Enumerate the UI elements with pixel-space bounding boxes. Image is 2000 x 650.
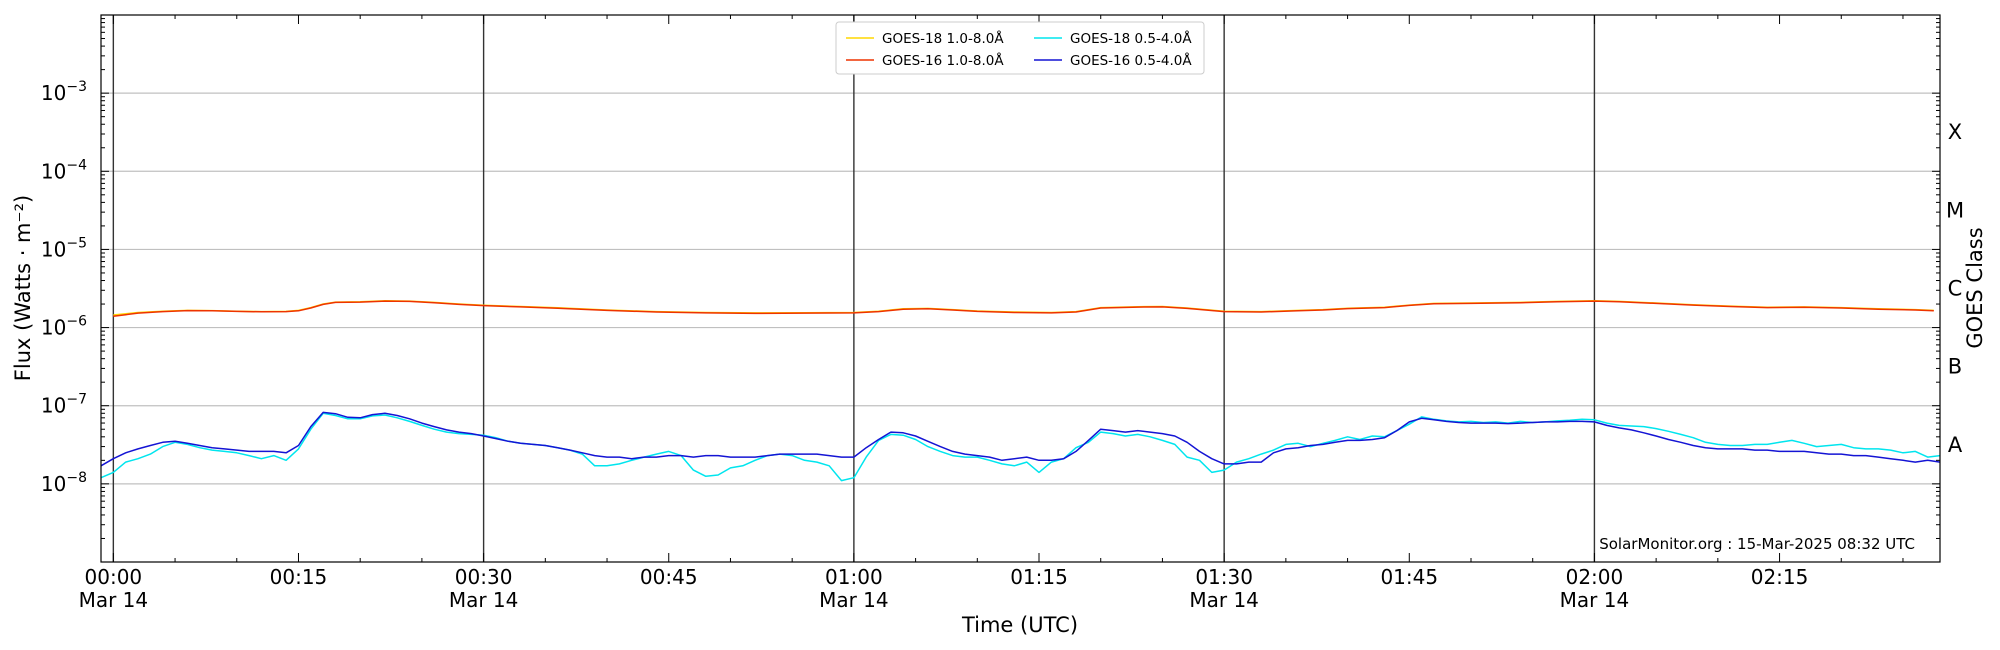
legend: GOES-18 1.0-8.0Å GOES-16 1.0-8.0Å GOES-18 … (835, 21, 1205, 75)
x-tick-date-6: Mar 14 (1189, 588, 1259, 612)
goes-class-b: B (1948, 355, 1962, 379)
plot-background (101, 15, 1940, 562)
x-tick-date-0: Mar 14 (79, 588, 149, 612)
plot-frame (100, 14, 1941, 563)
x-tick-label-5: 01:15 (1010, 565, 1068, 589)
footer-credit: SolarMonitor.org : 15-Mar-2025 08:32 UTC (1599, 535, 1915, 553)
y-tick-label-0: 10−3 (41, 79, 87, 105)
y-tick-label-2: 10−5 (41, 235, 87, 261)
x-axis-title: Time (UTC) (961, 613, 1078, 637)
goes-class-a: A (1948, 433, 1963, 457)
y-axis-title: Flux (Watts · m⁻²) (11, 195, 35, 381)
series-line-goes-16-0-5-4-0 (100, 411, 1941, 467)
legend-label-2: GOES-18 0.5-4.0Å (1070, 30, 1192, 47)
goes-class-title: GOES Class (1963, 227, 1987, 348)
series-line-goes-18-0-5-4-0 (100, 412, 1941, 482)
series-lines (100, 300, 1941, 482)
y-tick-label-1: 10−4 (41, 157, 87, 183)
x-tick-label-7: 01:45 (1380, 565, 1438, 589)
y-tick-label-3: 10−6 (41, 314, 87, 340)
x-tick-label-9: 02:15 (1751, 565, 1809, 589)
x-tick-label-8: 02:00 (1566, 565, 1624, 589)
x-tick-label-2: 00:30 (455, 565, 513, 589)
y-axis-ticks: 10−3 10−4 10−5 10−6 10−7 10−8 (41, 18, 1940, 563)
x-tick-label-6: 01:30 (1195, 565, 1253, 589)
y-tick-label-4: 10−7 (41, 392, 87, 418)
x-tick-label-4: 01:00 (825, 565, 883, 589)
x-tick-label-3: 00:45 (640, 565, 698, 589)
x-tick-label-1: 00:15 (270, 565, 328, 589)
x-tick-label-0: 00:00 (85, 565, 143, 589)
x-tick-date-8: Mar 14 (1560, 588, 1630, 612)
goes-class-labels: X M C B A (1946, 120, 1964, 457)
legend-box (835, 21, 1205, 75)
goes-class-x: X (1948, 120, 1962, 144)
goes-class-m: M (1946, 198, 1964, 222)
legend-label-1: GOES-16 1.0-8.0Å (882, 52, 1004, 69)
grid-lines (101, 92, 1940, 485)
series-line-goes-16-1-0-8-0 (113, 300, 1934, 317)
legend-label-0: GOES-18 1.0-8.0Å (882, 30, 1004, 47)
x-tick-date-4: Mar 14 (819, 588, 889, 612)
goes-class-c: C (1948, 277, 1963, 301)
legend-label-3: GOES-16 0.5-4.0Å (1070, 52, 1192, 69)
x-tick-date-2: Mar 14 (449, 588, 519, 612)
y-tick-label-5: 10−8 (41, 470, 87, 496)
